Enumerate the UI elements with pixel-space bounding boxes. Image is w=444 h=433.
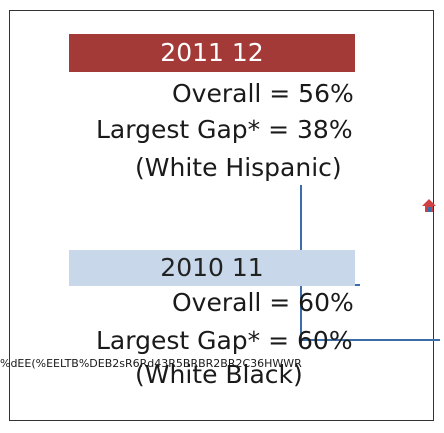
house-arrow-icon	[422, 199, 436, 212]
gap-group-2010: (White Black)	[135, 360, 303, 389]
garbled-overlay-text: %dEE(%EELTB%DEB2sR6Rd43R5BRBR2BR2C36HWWR	[0, 357, 302, 370]
year-header-2011: 2011 12	[69, 34, 355, 72]
year-header-2010: 2010 11	[69, 250, 355, 286]
connector-horizontal-line-bottom	[300, 339, 440, 341]
largest-gap-2010: Largest Gap* = 60%	[96, 326, 353, 355]
overall-2011: Overall = 56%	[172, 79, 354, 108]
slide-frame	[9, 10, 434, 421]
overall-2010: Overall = 60%	[172, 288, 354, 317]
largest-gap-2011: Largest Gap* = 38%	[96, 115, 353, 144]
gap-group-2011: (White Hispanic)	[135, 153, 342, 182]
